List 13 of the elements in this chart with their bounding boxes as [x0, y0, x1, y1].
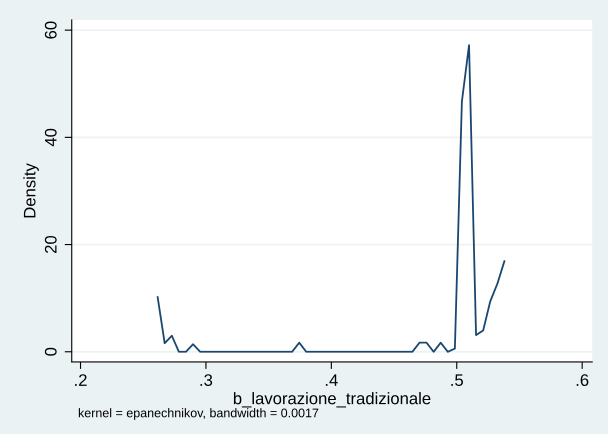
x-tick-label: .3 [200, 374, 212, 386]
x-tick-label: .6 [576, 374, 588, 386]
line-series [156, 44, 506, 353]
y-tick-label: 0 [44, 348, 57, 356]
x-tick-label: .4 [326, 374, 338, 386]
y-tick-label: 60 [44, 22, 57, 39]
y-tick-label: 20 [44, 236, 57, 253]
text: kernel = epanechnikov, bandwidth = 0.0017 [78, 408, 318, 420]
y-axis-title: Density [23, 163, 39, 218]
y-tick-label: 40 [44, 128, 57, 146]
x-axis-title: b_lavorazione_tradizionale [234, 392, 430, 408]
x-tick-label: .5 [451, 374, 463, 386]
x-tick-label: .2 [75, 374, 87, 386]
